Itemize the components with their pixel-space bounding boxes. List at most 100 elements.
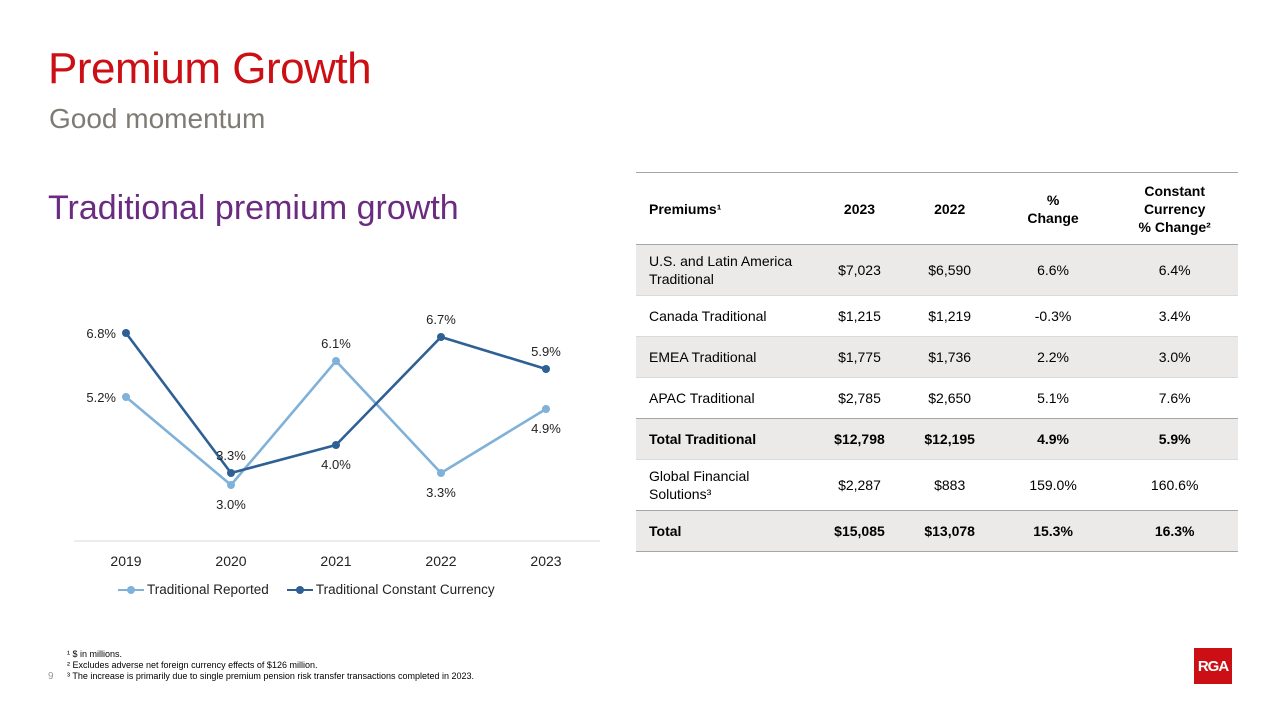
cell-2023: $7,023 xyxy=(814,244,905,296)
page-subtitle: Good momentum xyxy=(49,103,266,134)
cell-2023: $15,085 xyxy=(814,510,905,552)
cell-pct-change: 4.9% xyxy=(994,418,1112,460)
x-tick-label: 2020 xyxy=(215,553,246,569)
table-row: U.S. and Latin America Traditional $7,02… xyxy=(636,244,1238,296)
table-row-total-traditional: Total Traditional $12,798 $12,195 4.9% 5… xyxy=(636,418,1238,460)
table-row-total: Total $15,085 $13,078 15.3% 16.3% xyxy=(636,510,1238,552)
table-row: APAC Traditional $2,785 $2,650 5.1% 7.6% xyxy=(636,377,1238,419)
row-name: Total xyxy=(636,510,815,552)
data-label: 3.0% xyxy=(216,497,246,512)
premium-growth-line-chart: 2019 2020 2021 2022 2023 5.2% 3.0% 6.1% 3.3% 4.9%… xyxy=(74,312,600,569)
cell-2022: $13,078 xyxy=(904,510,995,552)
header-2023: 2023 xyxy=(814,172,905,245)
data-point-constant-currency xyxy=(227,469,235,477)
cell-2022: $883 xyxy=(904,459,995,511)
row-name: Canada Traditional xyxy=(636,295,815,337)
header-cc-line2: Currency xyxy=(1143,200,1206,217)
data-point-constant-currency xyxy=(542,365,550,373)
header-pct-line2: Change xyxy=(1027,209,1079,226)
cell-pct-change: 5.1% xyxy=(994,377,1112,419)
cell-pct-change: 2.2% xyxy=(994,336,1112,378)
row-name: Global Financial Solutions³ xyxy=(636,459,815,511)
cell-cc-change: 3.4% xyxy=(1111,295,1238,337)
cell-2022: $1,219 xyxy=(904,295,995,337)
cell-2022: $2,650 xyxy=(904,377,995,419)
cell-2023: $2,287 xyxy=(814,459,905,511)
legend-swatch-constant-currency xyxy=(286,585,313,594)
data-point-reported xyxy=(332,357,340,365)
legend-label-reported: Traditional Reported xyxy=(147,582,269,597)
footnotes: ¹ $ in millions. ² Excludes adverse net … xyxy=(67,649,474,682)
cell-2022: $6,590 xyxy=(904,244,995,296)
row-name: Total Traditional xyxy=(636,418,815,460)
cell-cc-change: 160.6% xyxy=(1111,459,1238,511)
x-tick-label: 2021 xyxy=(320,553,351,569)
table-header-row: Premiums¹ 2023 2022 % Change Constant Cu… xyxy=(636,172,1238,245)
cell-2023: $12,798 xyxy=(814,418,905,460)
data-point-constant-currency xyxy=(332,441,340,449)
legend-label-constant-currency: Traditional Constant Currency xyxy=(315,582,495,597)
cell-pct-change: 159.0% xyxy=(994,459,1112,511)
cell-2022: $12,195 xyxy=(904,418,995,460)
data-label: 3.3% xyxy=(426,485,456,500)
cell-2023: $1,215 xyxy=(814,295,905,337)
section-title: Traditional premium growth xyxy=(48,189,459,227)
cell-2023: $1,775 xyxy=(814,336,905,378)
table-row: EMEA Traditional $1,775 $1,736 2.2% 3.0% xyxy=(636,336,1238,378)
row-name-line1: U.S. and Latin America xyxy=(649,253,793,269)
row-name-line2: Traditional xyxy=(649,271,714,287)
cell-cc-change: 7.6% xyxy=(1111,377,1238,419)
header-pct-change: % Change xyxy=(994,172,1112,245)
rga-logo: RGA xyxy=(1194,648,1232,684)
series-line-constant-currency xyxy=(124,332,547,475)
legend-item-constant-currency: Traditional Constant Currency xyxy=(286,582,495,597)
x-tick-label: 2019 xyxy=(110,553,141,569)
cell-pct-change: 15.3% xyxy=(994,510,1112,552)
data-point-constant-currency xyxy=(437,333,445,341)
data-label: 6.7% xyxy=(426,312,456,327)
header-pct-line1: % xyxy=(1046,191,1060,208)
row-name-line2: Solutions³ xyxy=(649,486,712,502)
page-number: 9 xyxy=(48,671,54,682)
page-title: Premium Growth xyxy=(48,44,372,93)
data-point-reported xyxy=(227,481,235,489)
cell-pct-change: -0.3% xyxy=(994,295,1112,337)
data-label: 6.1% xyxy=(321,336,351,351)
row-name: APAC Traditional xyxy=(636,377,815,419)
data-label: 3.3% xyxy=(216,448,246,463)
cell-pct-change: 6.6% xyxy=(994,244,1112,296)
cell-cc-change: 16.3% xyxy=(1111,510,1238,552)
header-cc-line3: % Change² xyxy=(1138,218,1211,235)
footnote-3: ³ The increase is primarily due to singl… xyxy=(67,671,475,681)
data-label: 4.9% xyxy=(531,421,561,436)
header-2022: 2022 xyxy=(904,172,995,245)
legend-swatch-reported xyxy=(118,585,144,594)
table-row: Canada Traditional $1,215 $1,219 -0.3% 3… xyxy=(636,295,1238,337)
data-point-constant-currency xyxy=(122,329,130,337)
cell-cc-change: 3.0% xyxy=(1111,336,1238,378)
data-point-reported xyxy=(122,393,130,401)
header-cc-line1: Constant xyxy=(1144,182,1205,199)
row-name: U.S. and Latin America Traditional xyxy=(636,244,815,296)
footnote-2: ² Excludes adverse net foreign currency … xyxy=(67,660,318,670)
table-row: Global Financial Solutions³ $2,287 $883 … xyxy=(636,459,1238,511)
cell-2022: $1,736 xyxy=(904,336,995,378)
row-name: EMEA Traditional xyxy=(636,336,815,378)
header-premiums: Premiums¹ xyxy=(636,172,815,245)
footnote-1: ¹ $ in millions. xyxy=(67,649,123,659)
legend-item-reported: Traditional Reported xyxy=(118,582,269,597)
cell-cc-change: 6.4% xyxy=(1111,244,1238,296)
x-tick-label: 2023 xyxy=(530,553,561,569)
cell-cc-change: 5.9% xyxy=(1111,418,1238,460)
data-label: 4.0% xyxy=(321,457,351,472)
data-label: 6.8% xyxy=(86,326,116,341)
cell-2023: $2,785 xyxy=(814,377,905,419)
chart-legend: Traditional Reported Traditional Constan… xyxy=(118,582,513,597)
data-label: 5.9% xyxy=(531,344,561,359)
data-label: 5.2% xyxy=(86,390,116,405)
row-name-line1: Global Financial xyxy=(649,468,750,484)
header-constant-currency: Constant Currency % Change² xyxy=(1111,172,1238,245)
data-point-reported xyxy=(542,405,550,413)
premiums-table: Premiums¹ 2023 2022 % Change Constant Cu… xyxy=(636,172,1238,552)
data-point-reported xyxy=(437,469,445,477)
